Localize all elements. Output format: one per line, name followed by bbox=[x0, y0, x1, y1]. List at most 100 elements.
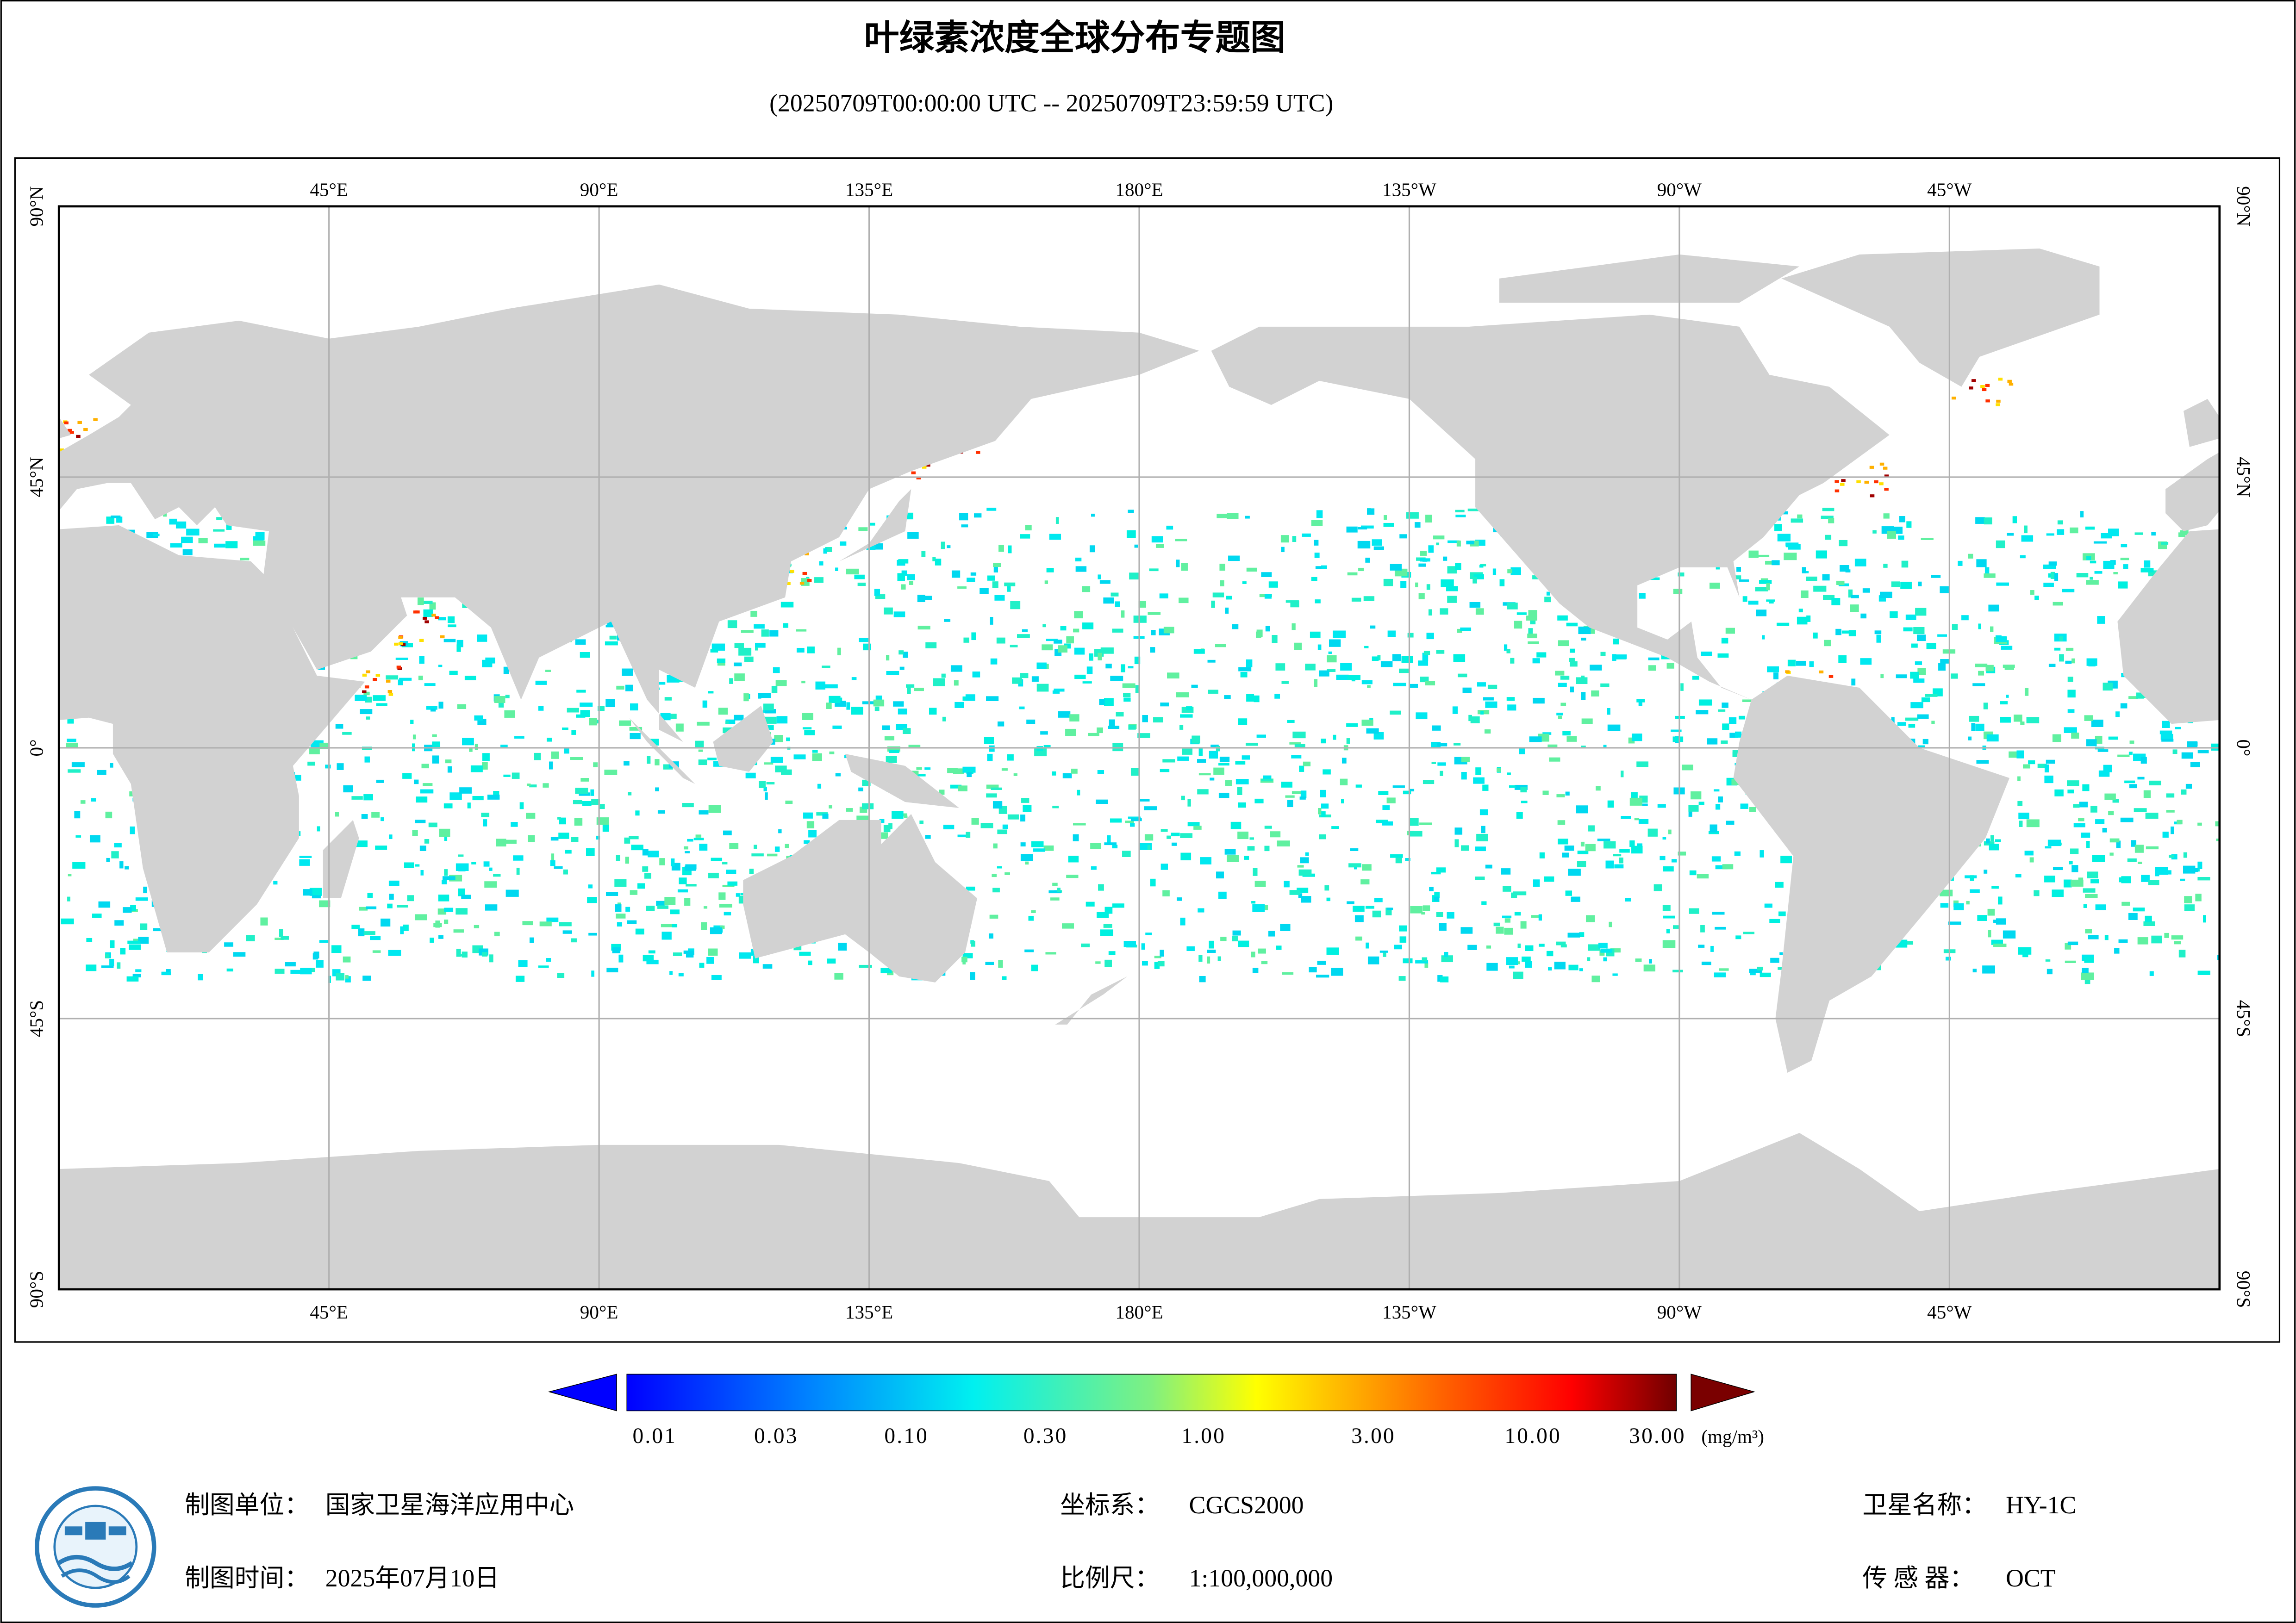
ocean-pixel bbox=[67, 739, 76, 742]
ocean-pixel bbox=[1387, 630, 1396, 637]
ocean-pixel bbox=[1252, 968, 1259, 973]
ocean-pixel bbox=[1150, 647, 1155, 653]
ocean-pixel bbox=[1336, 674, 1349, 680]
ocean-pixel bbox=[1320, 790, 1326, 797]
ocean-pixel bbox=[1759, 580, 1772, 584]
ocean-pixel bbox=[1648, 657, 1660, 660]
ocean-pixel bbox=[1784, 553, 1797, 560]
ocean-pixel bbox=[363, 691, 370, 696]
ocean-pixel bbox=[1081, 943, 1090, 947]
time: 2025年07月10日 bbox=[325, 1564, 499, 1592]
ocean-pixel bbox=[375, 846, 387, 850]
ocean-pixel bbox=[498, 702, 504, 708]
ocean-pixel bbox=[888, 823, 892, 829]
coastal-pixel bbox=[69, 431, 74, 434]
ocean-pixel bbox=[2034, 890, 2040, 896]
ocean-pixel bbox=[275, 969, 285, 974]
ocean-pixel bbox=[1370, 625, 1376, 629]
ocean-pixel bbox=[214, 543, 226, 548]
ocean-pixel bbox=[132, 974, 141, 977]
ocean-pixel bbox=[591, 799, 600, 805]
coastal-pixel bbox=[975, 451, 980, 454]
coastal-pixel bbox=[1879, 462, 1884, 466]
ocean-pixel bbox=[1319, 834, 1326, 839]
ocean-pixel bbox=[1179, 597, 1189, 603]
ocean-pixel bbox=[482, 753, 490, 761]
ocean-pixel bbox=[1940, 659, 1950, 664]
ocean-pixel bbox=[316, 960, 324, 968]
ocean-pixel bbox=[1216, 871, 1224, 879]
ocean-pixel bbox=[2024, 851, 2034, 856]
ocean-pixel bbox=[764, 762, 774, 765]
ocean-pixel bbox=[965, 694, 975, 701]
ocean-pixel bbox=[1333, 734, 1336, 740]
ocean-pixel bbox=[734, 715, 744, 721]
ocean-pixel bbox=[1138, 601, 1147, 608]
ocean-pixel bbox=[1472, 577, 1477, 584]
ocean-pixel bbox=[1635, 958, 1642, 962]
ocean-pixel bbox=[2085, 929, 2092, 933]
ocean-pixel bbox=[1013, 773, 1017, 776]
ocean-pixel bbox=[487, 795, 500, 800]
ocean-pixel bbox=[763, 786, 767, 791]
ocean-pixel bbox=[246, 935, 255, 942]
ocean-pixel bbox=[364, 756, 370, 763]
landmass bbox=[1733, 676, 2010, 1073]
ocean-pixel bbox=[438, 617, 446, 621]
ocean-pixel bbox=[1539, 852, 1545, 858]
ocean-pixel bbox=[987, 575, 995, 581]
ocean-pixel bbox=[1105, 664, 1112, 669]
ocean-pixel bbox=[1797, 616, 1808, 625]
ocean-pixel bbox=[114, 920, 124, 926]
ocean-pixel bbox=[1198, 908, 1204, 913]
ocean-pixel bbox=[543, 783, 549, 788]
ocean-pixel bbox=[1360, 525, 1374, 529]
ocean-pixel bbox=[1049, 534, 1061, 540]
ocean-pixel bbox=[1504, 927, 1513, 935]
ocean-pixel bbox=[389, 894, 394, 900]
ocean-pixel bbox=[1732, 575, 1741, 579]
ocean-pixel bbox=[505, 889, 519, 897]
ocean-pixel bbox=[670, 858, 675, 866]
ocean-pixel bbox=[447, 616, 455, 623]
ocean-pixel bbox=[1681, 765, 1693, 771]
ocean-pixel bbox=[707, 758, 717, 760]
ocean-pixel bbox=[1735, 935, 1741, 939]
ocean-pixel bbox=[2215, 821, 2220, 827]
ocean-pixel bbox=[925, 835, 931, 839]
ocean-pixel bbox=[2067, 790, 2074, 794]
ocean-pixel bbox=[1437, 975, 1443, 982]
ocean-pixel bbox=[2016, 750, 2024, 759]
ocean-pixel bbox=[1828, 518, 1834, 523]
ocean-pixel bbox=[718, 708, 728, 715]
ocean-pixel bbox=[829, 696, 841, 703]
ocean-pixel bbox=[727, 881, 738, 886]
ocean-pixel bbox=[1689, 908, 1699, 914]
ocean-pixel bbox=[1025, 861, 1029, 865]
ocean-pixel bbox=[826, 703, 832, 709]
ocean-pixel bbox=[1536, 652, 1547, 658]
ocean-pixel bbox=[370, 936, 381, 940]
ocean-pixel bbox=[1841, 630, 1853, 634]
ocean-pixel bbox=[605, 699, 615, 708]
ocean-pixel bbox=[908, 745, 921, 747]
ocean-pixel bbox=[907, 686, 911, 694]
ocean-pixel bbox=[395, 658, 408, 660]
ocean-pixel bbox=[1074, 611, 1083, 619]
ocean-pixel bbox=[1484, 729, 1491, 734]
ocean-pixel bbox=[407, 895, 414, 902]
ocean-pixel bbox=[718, 892, 726, 900]
ocean-pixel bbox=[449, 792, 462, 800]
ocean-pixel bbox=[880, 968, 892, 974]
ocean-pixel bbox=[816, 812, 828, 816]
ocean-pixel bbox=[381, 918, 391, 927]
ocean-pixel bbox=[971, 818, 979, 825]
ocean-pixel bbox=[897, 573, 905, 581]
ocean-pixel bbox=[111, 515, 121, 518]
ocean-pixel bbox=[1802, 567, 1806, 573]
ocean-pixel bbox=[2052, 889, 2064, 897]
ocean-pixel bbox=[1340, 663, 1352, 671]
ocean-pixel bbox=[2140, 757, 2147, 764]
ocean-pixel bbox=[1825, 535, 1832, 540]
coastal-pixel bbox=[1996, 403, 2000, 406]
